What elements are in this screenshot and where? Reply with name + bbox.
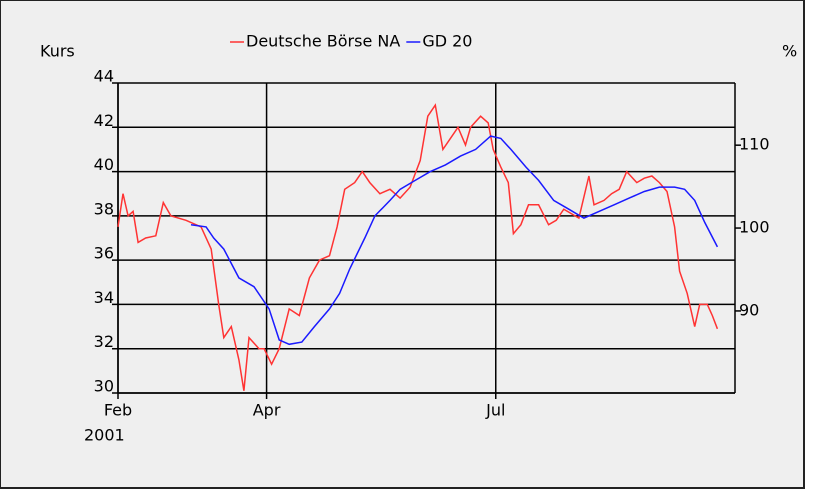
y2-tick-label: 110 — [739, 135, 770, 154]
x-axis-label: 2001 — [84, 426, 125, 445]
data-line — [117, 103, 719, 391]
y2-axis-label: % — [782, 42, 797, 61]
y2-tick-label: 100 — [739, 218, 770, 237]
legend-label: GD 20 — [422, 32, 472, 51]
y-tick-label: 30 — [94, 377, 114, 396]
x-tick-label: Feb — [104, 401, 132, 420]
y-axis-label: Kurs — [40, 42, 75, 61]
x-tick-label: Jul — [485, 401, 505, 420]
y-tick-label: 42 — [94, 111, 114, 130]
y-tick-label: 36 — [94, 244, 114, 263]
y-tick-label: 34 — [94, 288, 114, 307]
x-tick-label: Apr — [253, 401, 281, 420]
frame — [0, 0, 805, 489]
y-tick-label: 40 — [94, 155, 114, 174]
y2-tick-label: 90 — [739, 300, 759, 319]
data-line — [190, 135, 719, 346]
y-tick-label: 44 — [94, 67, 114, 86]
y-tick-label: 38 — [94, 199, 114, 218]
y-tick-label: 32 — [94, 332, 114, 351]
legend-label: Deutsche Börse NA — [246, 32, 400, 51]
